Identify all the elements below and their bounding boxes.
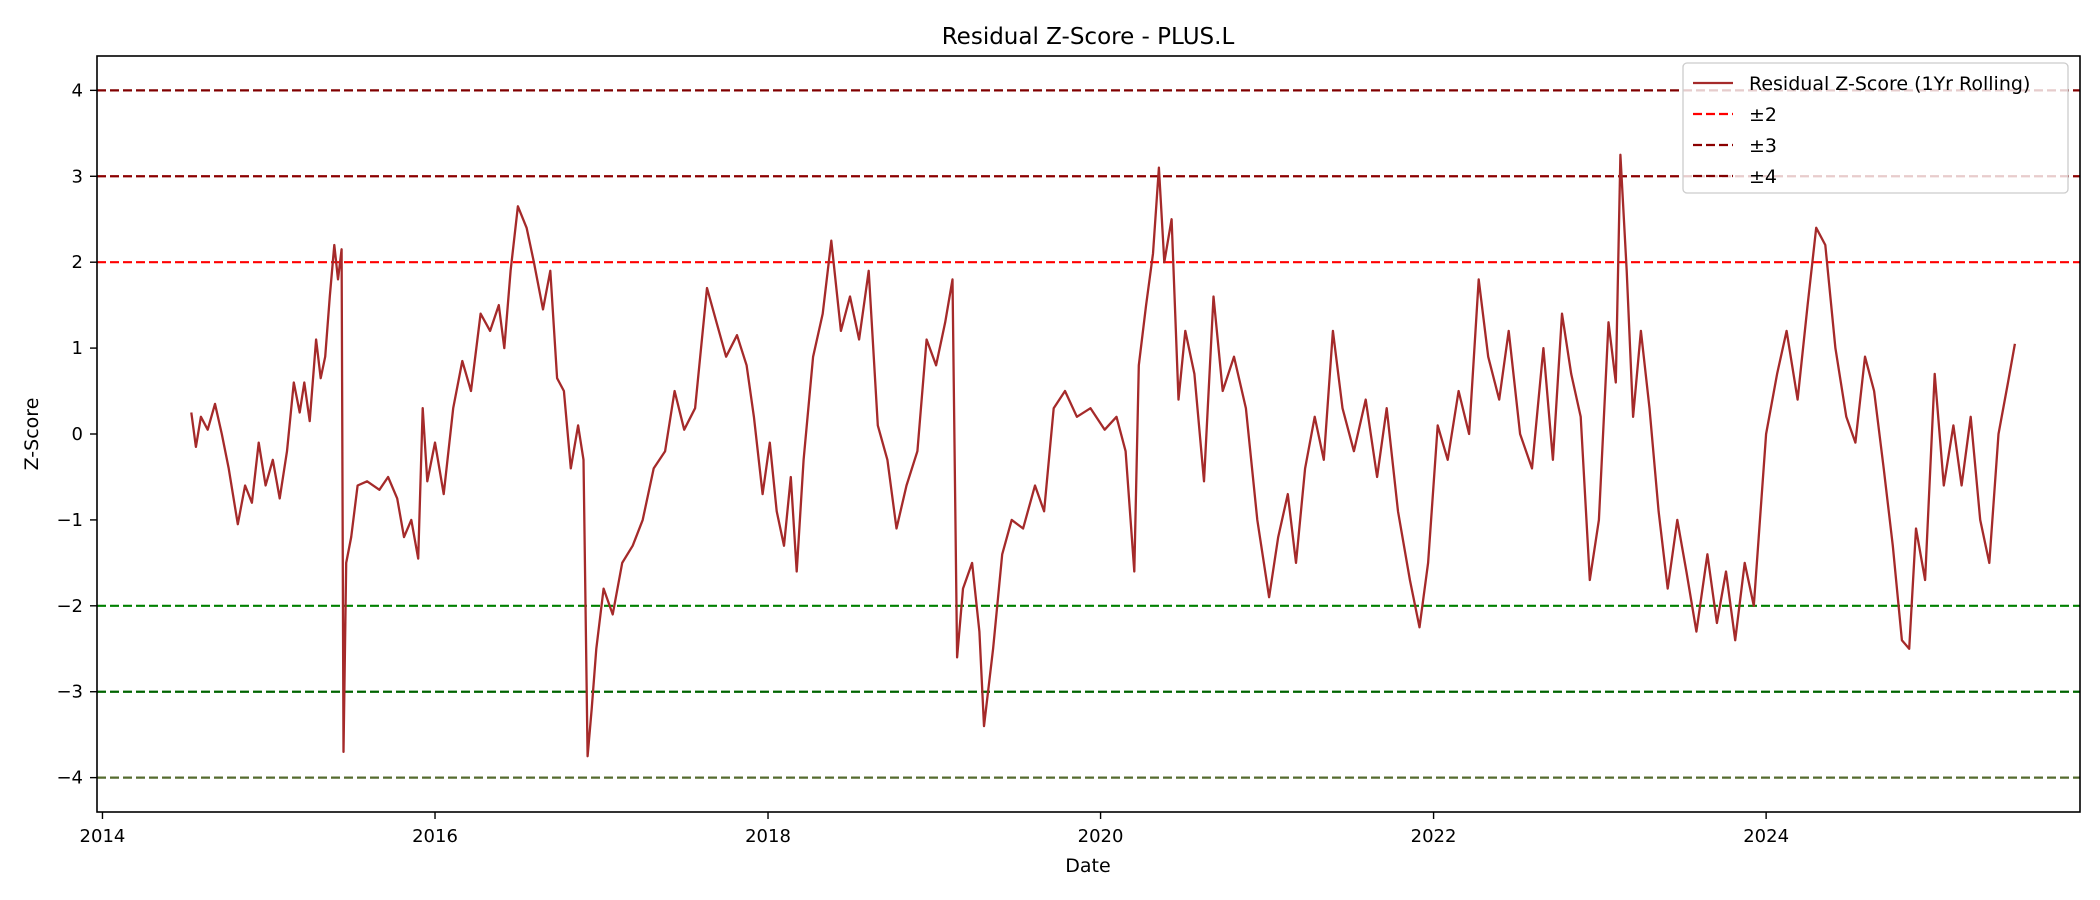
y-tick-label: −3: [56, 682, 83, 703]
legend-box: [1682, 62, 2069, 194]
series-layer: [190, 153, 2017, 758]
reference-lines: [97, 89, 2080, 779]
x-tick-label: 2022: [1411, 826, 1457, 847]
x-axis-title: Date: [1065, 855, 1110, 877]
legend-label: Residual Z-Score (1Yr Rolling): [1749, 73, 2030, 95]
legend-label: ±2: [1749, 104, 1777, 126]
x-tick-label: 2016: [412, 826, 458, 847]
chart-title: Residual Z-Score - PLUS.L: [942, 24, 1235, 50]
y-tick-label: −4: [56, 768, 83, 789]
x-tick-label: 2024: [1743, 826, 1789, 847]
y-axis: 4 3 2 1 0 −1 −2 −3 −4: [56, 80, 97, 789]
y-tick-label: 1: [72, 338, 83, 359]
y-tick-label: 4: [72, 80, 83, 101]
x-axis: 2014 2016 2018 2020 2022 2024: [80, 812, 1789, 847]
legend: Residual Z-Score (1Yr Rolling) ±2 ±3 ±4: [1682, 62, 2069, 194]
y-tick-label: −1: [56, 510, 83, 531]
legend-label: ±3: [1749, 135, 1777, 157]
x-tick-label: 2020: [1078, 826, 1124, 847]
y-tick-label: −2: [56, 596, 83, 617]
y-tick-label: 0: [72, 424, 83, 445]
x-tick-label: 2018: [745, 826, 791, 847]
y-axis-title: Z-Score: [21, 398, 43, 471]
x-tick-label: 2014: [80, 826, 126, 847]
series-line-zscore: [190, 153, 2017, 758]
legend-label: ±4: [1749, 166, 1777, 188]
y-tick-label: 3: [72, 166, 83, 187]
y-tick-label: 2: [72, 252, 83, 273]
